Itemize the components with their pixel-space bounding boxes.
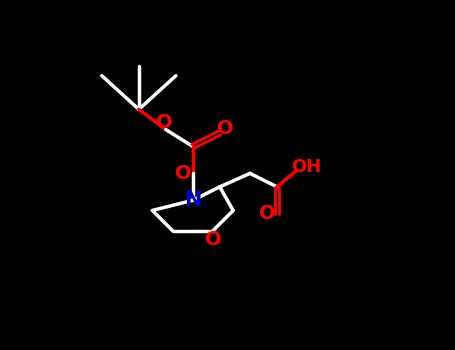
Text: N: N xyxy=(184,190,202,210)
Text: OH: OH xyxy=(292,158,322,176)
Text: O: O xyxy=(259,204,276,223)
Text: O: O xyxy=(175,164,192,183)
Text: O: O xyxy=(205,230,221,248)
Text: O: O xyxy=(217,119,234,138)
Text: O: O xyxy=(156,113,172,132)
